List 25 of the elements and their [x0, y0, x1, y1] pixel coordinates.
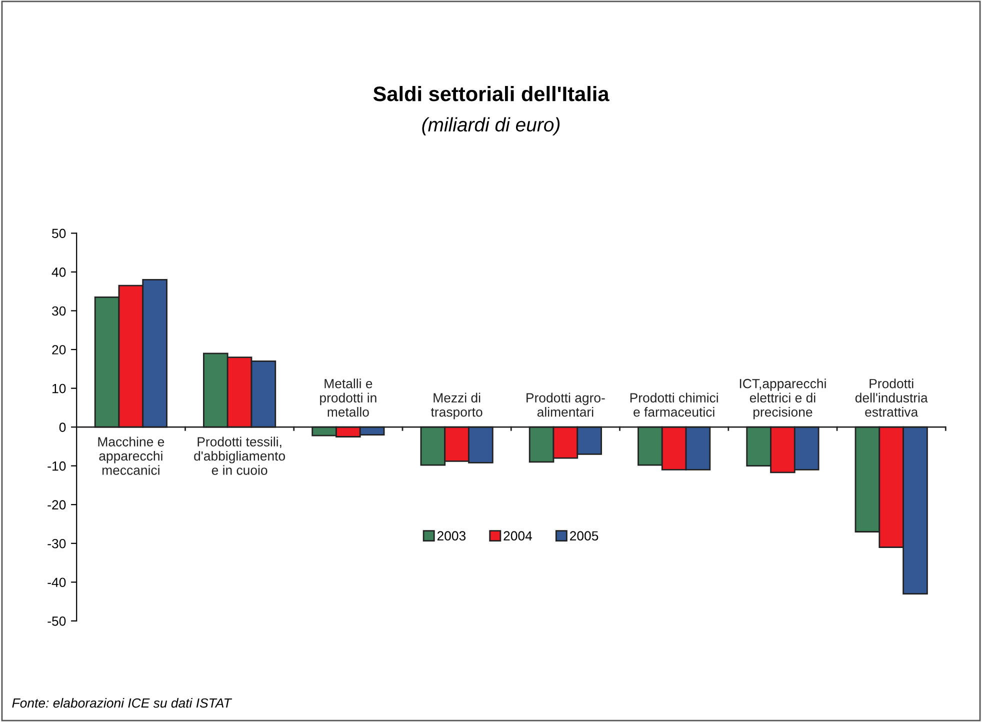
x-tick-label: Prodotti dell'industria estrattiva — [855, 378, 928, 417]
y-tick-label: -30 — [48, 538, 66, 548]
legend-label: 2003 — [437, 531, 466, 541]
legend-label: 2004 — [504, 531, 532, 541]
y-tick-label: 50 — [52, 228, 66, 238]
y-tick-label: -20 — [48, 500, 66, 510]
x-tick-label: Prodotti chimici e farmaceutici — [630, 392, 718, 417]
y-tick-label: 20 — [52, 345, 66, 354]
x-tick-label: Prodotti agro- alimentari — [526, 392, 605, 417]
legend-label: 2005 — [570, 531, 598, 541]
x-tick-label: Prodotti tessili, d'abbigliamento e in cuoio — [194, 436, 286, 475]
y-tick-label: 30 — [52, 306, 66, 316]
chart-subtitle: (miliardi di euro) — [422, 117, 560, 136]
x-tick-label: Metalli e prodotti in metallo — [320, 378, 376, 417]
y-tick-label: -40 — [48, 578, 66, 588]
y-tick-label: -10 — [48, 461, 66, 471]
chart-title: Saldi settoriali dell'Italia — [373, 86, 610, 102]
y-tick-label: -50 — [48, 616, 66, 626]
source-note: Fonte: elaborazioni ICE su dati ISTAT — [12, 698, 232, 708]
y-tick-label: 0 — [59, 422, 66, 432]
y-tick-label: 40 — [52, 268, 66, 277]
y-tick-label: 10 — [52, 384, 66, 394]
x-tick-label: ICT,apparecchi elettrici e di precisione — [740, 378, 826, 420]
x-tick-label: Macchine e apparecchi meccanici — [98, 436, 164, 475]
x-tick-label: Mezzi di trasporto — [430, 392, 482, 420]
